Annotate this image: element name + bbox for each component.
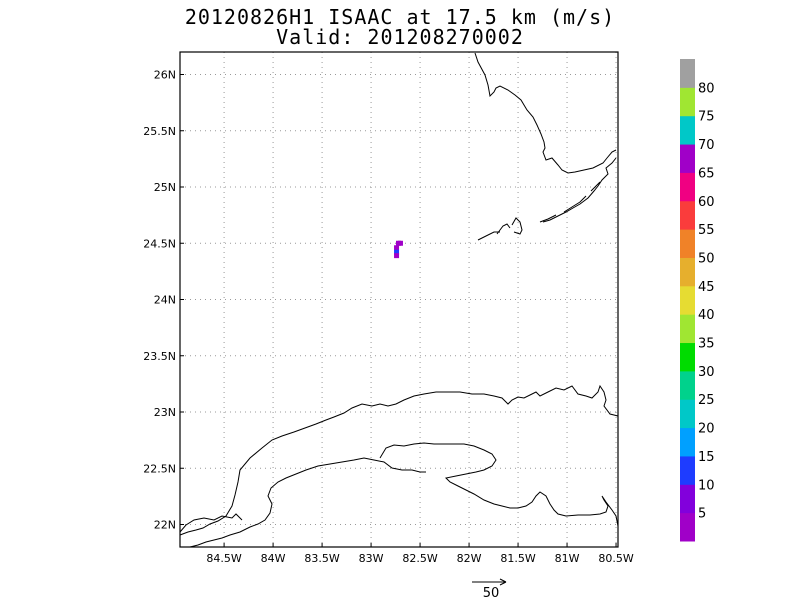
colorbar-swatch xyxy=(680,484,695,514)
colorbar: 5 10 15 20 25 30 35 40 45 50 55 60 65 70 75 80 xyxy=(680,59,715,542)
lon-tick-label: 83.5W xyxy=(304,552,339,565)
wind-obs-point xyxy=(394,249,400,255)
lon-tick-label: 82W xyxy=(457,552,482,565)
colorbar-label: 25 xyxy=(698,393,715,408)
colorbar-swatch xyxy=(680,285,695,315)
colorbar-label: 15 xyxy=(698,450,715,465)
colorbar-swatch xyxy=(680,455,695,485)
lat-tick-label: 25N xyxy=(154,181,176,194)
colorbar-swatch xyxy=(680,200,695,230)
colorbar-swatch xyxy=(680,87,695,117)
colorbar-label: 80 xyxy=(698,81,715,96)
lon-tick-label: 84W xyxy=(261,552,286,565)
colorbar-swatch xyxy=(680,59,695,88)
reference-vector: 50 xyxy=(472,578,507,600)
colorbar-swatch xyxy=(680,427,695,457)
colorbar-label: 20 xyxy=(698,422,715,437)
reference-vector-label: 50 xyxy=(483,586,500,600)
latitude-labels: 26N 25.5N 25N 24.5N 24N 23.5N 23N 22.5N 22N xyxy=(143,69,176,532)
grid-lines xyxy=(180,52,618,547)
lon-tick-label: 81W xyxy=(555,552,580,565)
colorbar-swatch xyxy=(680,512,695,542)
lon-tick-label: 84.5W xyxy=(206,552,241,565)
cuba-south-coast-west xyxy=(189,457,426,548)
colorbar-swatch xyxy=(680,257,695,287)
lat-tick-label: 22.5N xyxy=(143,462,176,475)
colorbar-swatch xyxy=(680,399,695,429)
colorbar-swatch xyxy=(680,314,695,344)
cuba-west-tip xyxy=(179,513,243,533)
colorbar-label: 60 xyxy=(698,195,715,210)
cuba-north-coast xyxy=(179,384,619,536)
lon-tick-label: 81.5W xyxy=(500,552,535,565)
wind-obs-point xyxy=(394,245,400,251)
colorbar-label: 70 xyxy=(698,138,715,153)
florida-keys xyxy=(477,181,601,241)
lat-tick-label: 22N xyxy=(154,519,176,532)
plot-title: 20120826H1 ISAAC at 17.5 km (m/s) xyxy=(184,5,616,29)
valid-time: Valid: 201208270002 xyxy=(276,25,524,49)
colorbar-label: 10 xyxy=(698,478,715,493)
lat-tick-label: 25.5N xyxy=(143,125,176,138)
colorbar-label: 30 xyxy=(698,365,715,380)
coastlines xyxy=(179,52,619,548)
colorbar-label: 40 xyxy=(698,308,715,323)
wind-obs-point xyxy=(394,253,400,259)
lat-tick-label: 24.5N xyxy=(143,237,176,250)
colorbar-swatch xyxy=(680,115,695,145)
colorbar-label: 5 xyxy=(698,507,706,522)
reference-arrow-head xyxy=(499,578,507,586)
longitude-labels: 84.5W 84W 83.5W 83W 82.5W 82W 81.5W 81W 80.5W xyxy=(206,552,633,565)
cuba-south-coast-east xyxy=(379,442,619,527)
colorbar-label: 55 xyxy=(698,223,715,238)
colorbar-swatch xyxy=(680,172,695,202)
lon-tick-label: 83W xyxy=(359,552,384,565)
lon-tick-label: 80.5W xyxy=(598,552,633,565)
colorbar-label: 35 xyxy=(698,337,715,352)
colorbar-label: 75 xyxy=(698,110,715,125)
colorbar-label: 50 xyxy=(698,251,715,266)
colorbar-swatch xyxy=(680,144,695,173)
lon-tick-label: 82.5W xyxy=(402,552,437,565)
colorbar-label: 65 xyxy=(698,166,715,181)
florida-coast xyxy=(474,52,617,174)
wind-observations xyxy=(394,240,403,259)
colorbar-swatch xyxy=(680,370,695,400)
lat-tick-label: 24N xyxy=(154,294,176,307)
colorbar-label: 45 xyxy=(698,280,715,295)
colorbar-swatch xyxy=(680,342,695,372)
lat-tick-label: 26N xyxy=(154,69,176,82)
wind-obs-point xyxy=(397,240,403,246)
florida-east-coast xyxy=(542,157,617,223)
colorbar-swatch xyxy=(680,229,695,258)
map-frame xyxy=(179,51,619,548)
lat-tick-label: 23.5N xyxy=(143,350,176,363)
lat-tick-label: 23N xyxy=(154,406,176,419)
